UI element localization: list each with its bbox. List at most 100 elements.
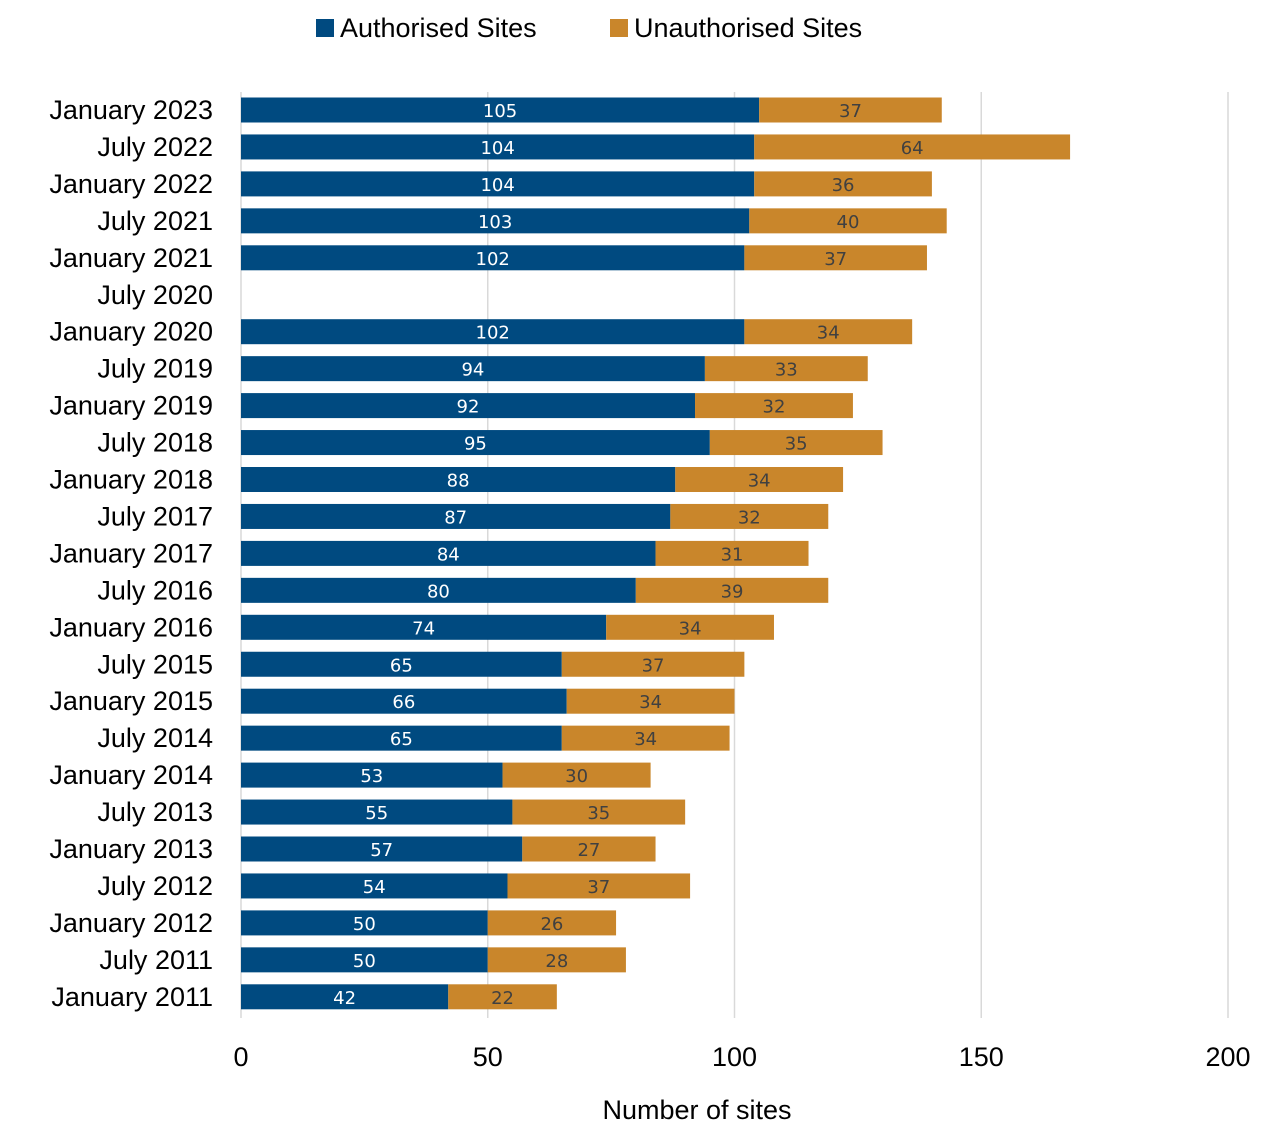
data-label: 34 bbox=[634, 729, 657, 750]
unauthorised-bar bbox=[502, 762, 651, 788]
category-label: July 2021 bbox=[97, 206, 213, 236]
authorised-bar bbox=[241, 430, 710, 456]
data-label: 94 bbox=[461, 360, 484, 381]
category-label: July 2015 bbox=[97, 649, 213, 679]
authorised-bar bbox=[241, 651, 562, 677]
category-label: January 2015 bbox=[49, 686, 213, 716]
unauthorised-bar bbox=[487, 910, 617, 936]
data-label: 65 bbox=[390, 729, 413, 750]
category-label: January 2022 bbox=[49, 169, 213, 199]
legend-swatch bbox=[610, 19, 628, 37]
data-label: 74 bbox=[412, 618, 435, 639]
authorised-bar bbox=[241, 910, 488, 936]
unauthorised-bar bbox=[704, 356, 868, 382]
data-label: 28 bbox=[545, 951, 568, 972]
data-label: 37 bbox=[839, 101, 862, 122]
data-label: 80 bbox=[427, 581, 450, 602]
data-label: 42 bbox=[333, 988, 356, 1009]
unauthorised-bar bbox=[754, 134, 1071, 160]
authorised-bar bbox=[241, 762, 503, 788]
legend-entry: Authorised Sites bbox=[340, 13, 537, 43]
authorised-bar bbox=[241, 614, 607, 640]
unauthorised-bar bbox=[655, 540, 809, 566]
category-label: January 2017 bbox=[49, 538, 213, 568]
x-tick-labels: 0 50 100 150 200 bbox=[233, 1042, 1250, 1072]
authorised-bar bbox=[241, 97, 760, 123]
data-label: 32 bbox=[763, 397, 786, 418]
unauthorised-bar bbox=[759, 97, 942, 123]
category-label: January 2016 bbox=[49, 612, 213, 642]
unauthorised-bar bbox=[561, 651, 745, 677]
data-label: 88 bbox=[447, 471, 470, 492]
unauthorised-bar bbox=[709, 430, 883, 456]
authorised-bar bbox=[241, 503, 671, 529]
unauthorised-bar bbox=[744, 319, 913, 345]
category-label: July 2013 bbox=[97, 797, 213, 827]
unauthorised-bar bbox=[512, 799, 686, 825]
category-label: January 2014 bbox=[49, 760, 213, 790]
category-label: July 2020 bbox=[97, 280, 213, 310]
authorised-bar bbox=[241, 836, 523, 862]
data-label: 87 bbox=[444, 507, 467, 528]
data-label: 55 bbox=[365, 803, 388, 824]
unauthorised-bar bbox=[754, 171, 932, 197]
category-label: January 2018 bbox=[49, 465, 213, 495]
data-label: 31 bbox=[721, 544, 744, 565]
authorised-bar bbox=[241, 540, 656, 566]
data-label: 104 bbox=[480, 138, 514, 159]
authorised-bar bbox=[241, 171, 755, 197]
legend-entry: Unauthorised Sites bbox=[634, 13, 862, 43]
category-label: January 2011 bbox=[51, 982, 213, 1012]
x-tick-label: 100 bbox=[712, 1042, 757, 1072]
data-label: 37 bbox=[587, 877, 610, 898]
data-label: 50 bbox=[353, 951, 376, 972]
legend-swatch bbox=[316, 19, 334, 37]
unauthorised-bar bbox=[561, 725, 730, 751]
authorised-bar bbox=[241, 984, 449, 1010]
legend: Authorised Sites Unauthorised Sites bbox=[316, 13, 862, 43]
data-label: 36 bbox=[832, 175, 855, 196]
data-label: 39 bbox=[721, 581, 744, 602]
unauthorised-bar bbox=[749, 208, 947, 234]
data-label: 92 bbox=[457, 397, 480, 418]
unauthorised-bar bbox=[507, 873, 691, 899]
unauthorised-bar bbox=[566, 688, 735, 714]
data-label: 37 bbox=[642, 655, 665, 676]
authorised-bar bbox=[241, 393, 696, 419]
unauthorised-bar bbox=[675, 467, 844, 492]
category-label: January 2023 bbox=[49, 95, 213, 125]
data-label: 53 bbox=[360, 766, 383, 787]
unauthorised-bar bbox=[670, 503, 829, 529]
unauthorised-bar bbox=[695, 393, 853, 419]
category-label: July 2014 bbox=[97, 723, 213, 753]
category-label: July 2017 bbox=[97, 501, 213, 531]
data-label: 35 bbox=[587, 803, 610, 824]
category-label: January 2019 bbox=[49, 391, 213, 421]
data-label: 54 bbox=[363, 877, 386, 898]
unauthorised-bar bbox=[448, 984, 557, 1010]
category-label: July 2018 bbox=[97, 428, 213, 458]
data-label: 66 bbox=[392, 692, 415, 713]
category-label: July 2012 bbox=[97, 871, 213, 901]
category-label: July 2016 bbox=[97, 575, 213, 605]
data-label: 104 bbox=[480, 175, 514, 196]
unauthorised-bar bbox=[744, 245, 927, 271]
data-label: 32 bbox=[738, 507, 761, 528]
category-label: January 2021 bbox=[49, 243, 213, 273]
data-label: 95 bbox=[464, 434, 487, 455]
x-tick-label: 50 bbox=[473, 1042, 503, 1072]
category-label: January 2013 bbox=[49, 834, 213, 864]
data-label: 34 bbox=[748, 471, 771, 492]
authorised-bar bbox=[241, 319, 745, 345]
authorised-bar bbox=[241, 577, 636, 603]
authorised-bar bbox=[241, 725, 562, 751]
data-label: 102 bbox=[476, 323, 510, 344]
x-tick-label: 150 bbox=[959, 1042, 1004, 1072]
category-label: July 2022 bbox=[97, 132, 213, 162]
authorised-bar bbox=[241, 947, 488, 973]
category-label: July 2019 bbox=[97, 354, 213, 384]
data-label: 105 bbox=[483, 101, 517, 122]
authorised-bar bbox=[241, 356, 705, 382]
data-label: 34 bbox=[679, 618, 702, 639]
